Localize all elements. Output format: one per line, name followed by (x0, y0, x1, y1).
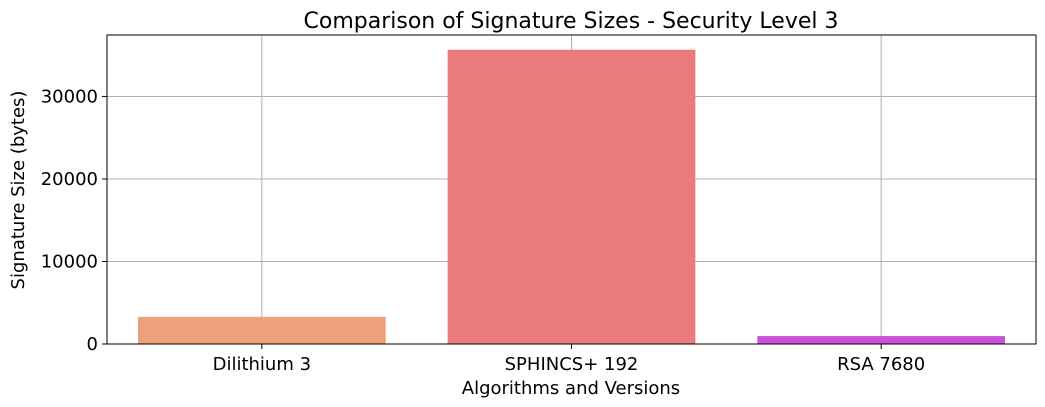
y-tick-label: 30000 (41, 86, 98, 107)
bar-sphincs-192 (447, 49, 696, 344)
bar-dilithium-3 (137, 316, 386, 344)
chart-title: Comparison of Signature Sizes - Security… (304, 9, 839, 34)
ticks: 0 10000 20000 30000 Dilithium 3 SPHINCS+ 192 R… (41, 86, 925, 375)
y-axis-title: Signature Size (bytes) (8, 91, 29, 290)
y-tick-label: 10000 (41, 251, 98, 272)
bars (137, 49, 1006, 344)
x-tick-label: SPHINCS+ 192 (505, 354, 639, 375)
x-axis-title: Algorithms and Versions (462, 378, 680, 399)
y-tick-label: 0 (87, 334, 98, 355)
x-tick-label: Dilithium 3 (213, 354, 311, 375)
y-tick-label: 20000 (41, 169, 98, 190)
x-tick-label: RSA 7680 (837, 354, 925, 375)
bar-rsa-7680 (757, 336, 1006, 344)
